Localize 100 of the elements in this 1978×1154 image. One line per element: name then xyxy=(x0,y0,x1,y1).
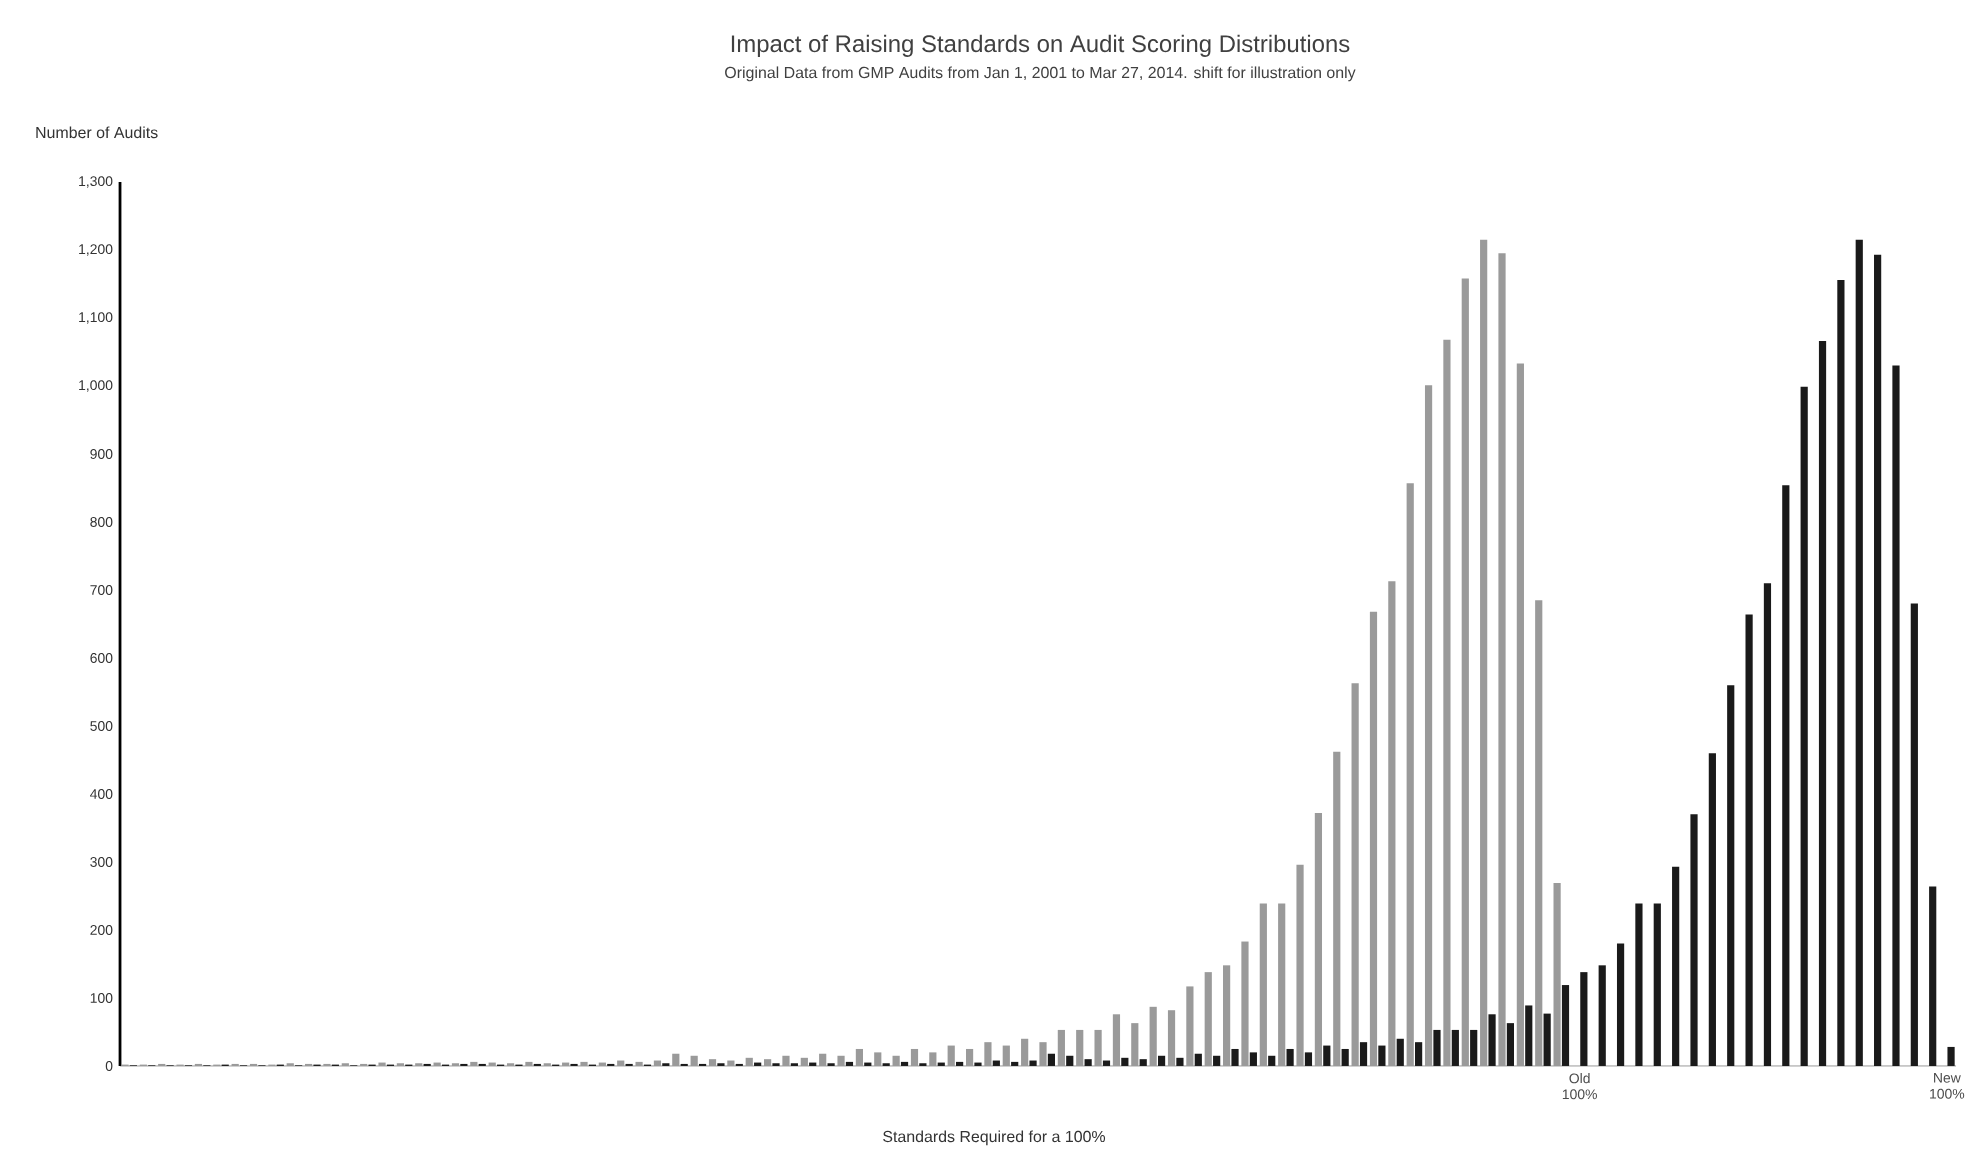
bar xyxy=(1204,972,1212,1066)
bar xyxy=(1333,751,1341,1066)
bar xyxy=(1167,1010,1176,1066)
bar xyxy=(1488,1014,1496,1066)
bar xyxy=(1047,1053,1056,1066)
bar xyxy=(984,1042,992,1066)
bar xyxy=(1241,941,1249,1066)
bar xyxy=(1535,600,1543,1066)
bar xyxy=(1782,485,1790,1066)
bar xyxy=(672,1053,680,1066)
bar xyxy=(1131,1023,1139,1066)
bar xyxy=(1553,883,1561,1066)
bar xyxy=(1580,972,1588,1066)
bar xyxy=(800,1057,808,1066)
bar xyxy=(1378,1045,1386,1066)
bar xyxy=(1149,1006,1157,1066)
bar xyxy=(1268,1055,1276,1066)
bar xyxy=(1102,1060,1111,1066)
bar xyxy=(1727,685,1735,1066)
bar xyxy=(1323,1045,1331,1066)
bar xyxy=(1021,1038,1029,1066)
bar xyxy=(1314,813,1323,1066)
bar xyxy=(1396,1038,1404,1066)
bar xyxy=(1561,985,1570,1066)
bar xyxy=(1433,1029,1441,1066)
bar xyxy=(1351,683,1359,1066)
bar xyxy=(1157,1055,1166,1066)
bar xyxy=(1470,1029,1478,1066)
bar xyxy=(1672,866,1680,1066)
bar xyxy=(1231,1048,1239,1066)
bar xyxy=(929,1052,937,1066)
bar xyxy=(1286,1048,1294,1066)
bar xyxy=(947,1045,955,1066)
bar xyxy=(1369,611,1378,1066)
bar xyxy=(1057,1029,1065,1066)
bar xyxy=(1874,254,1882,1066)
bar xyxy=(1112,1014,1121,1066)
bar xyxy=(1451,1029,1459,1066)
bar xyxy=(1947,1046,1955,1066)
bar xyxy=(910,1048,919,1066)
bar xyxy=(1194,1053,1202,1066)
bar xyxy=(965,1048,974,1066)
bar xyxy=(1690,814,1698,1066)
bar xyxy=(1708,753,1716,1066)
bar xyxy=(1498,253,1506,1066)
bar xyxy=(1406,483,1414,1066)
bar xyxy=(892,1055,900,1066)
bar xyxy=(1066,1055,1074,1066)
bar xyxy=(653,1060,662,1066)
bar xyxy=(1094,1029,1102,1066)
bar xyxy=(1516,363,1524,1066)
bar xyxy=(1388,581,1396,1066)
bar xyxy=(1461,278,1469,1066)
bar xyxy=(855,1048,863,1066)
bar xyxy=(1278,903,1286,1066)
bar xyxy=(1598,965,1606,1066)
bar xyxy=(1259,903,1267,1066)
bar xyxy=(1616,943,1625,1066)
bar xyxy=(1249,1052,1257,1066)
bar xyxy=(1029,1060,1037,1066)
bar xyxy=(1359,1042,1368,1066)
bar xyxy=(1480,239,1488,1066)
bar xyxy=(1855,239,1863,1066)
bar xyxy=(1635,903,1643,1066)
bar xyxy=(690,1055,698,1066)
chart-title: Impact of Raising Standards on Audit Scoring Distributions xyxy=(731,34,1350,57)
bar xyxy=(1818,341,1827,1066)
bar xyxy=(1341,1048,1349,1066)
bar xyxy=(1213,1055,1221,1066)
bar xyxy=(1837,279,1845,1066)
bar xyxy=(1186,986,1194,1066)
bar xyxy=(819,1053,827,1066)
bar xyxy=(1076,1029,1084,1066)
bar xyxy=(1304,1052,1313,1066)
bar xyxy=(1525,1005,1533,1066)
bar xyxy=(1223,965,1231,1066)
bar xyxy=(1763,583,1772,1066)
bar xyxy=(1039,1042,1047,1066)
bar xyxy=(708,1059,717,1066)
bar xyxy=(727,1060,735,1066)
bar xyxy=(1424,385,1433,1066)
bar xyxy=(874,1052,882,1066)
bar xyxy=(1543,1013,1551,1066)
bar xyxy=(782,1055,790,1066)
bar xyxy=(1745,614,1753,1066)
bar xyxy=(1910,603,1918,1066)
bar xyxy=(1415,1042,1423,1066)
bar xyxy=(617,1060,625,1066)
bar xyxy=(1929,886,1937,1066)
bar xyxy=(1002,1045,1010,1066)
bar xyxy=(1443,339,1451,1066)
bar xyxy=(1296,864,1304,1066)
bar xyxy=(992,1060,1000,1066)
bar xyxy=(1176,1057,1184,1066)
bar xyxy=(1084,1059,1092,1066)
bar xyxy=(1800,386,1808,1066)
bar xyxy=(745,1057,753,1066)
bar xyxy=(1121,1057,1129,1066)
bar xyxy=(1653,903,1661,1066)
bar xyxy=(1892,365,1900,1066)
